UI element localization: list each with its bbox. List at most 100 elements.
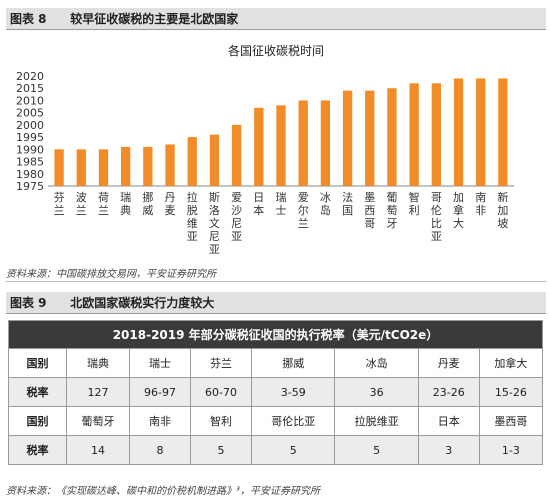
bar bbox=[409, 83, 419, 186]
figure-8-header: 图表 8 较早征收碳税的主要是北欧国家 bbox=[6, 8, 546, 30]
table-cell: 瑞典 bbox=[66, 348, 130, 378]
table-cell: 智利 bbox=[190, 406, 253, 436]
x-tick-label: 爱尔兰 bbox=[298, 191, 309, 230]
rate-label: 税率 bbox=[8, 435, 67, 465]
bar bbox=[276, 105, 286, 186]
table-cell: 23-26 bbox=[417, 377, 480, 407]
x-tick-label: 日本 bbox=[253, 191, 264, 217]
country-label: 国别 bbox=[8, 348, 67, 378]
figure-8-heading: 较早征收碳税的主要是北欧国家 bbox=[70, 12, 239, 26]
bar bbox=[98, 149, 109, 186]
chart-title: 各国征收碳税时间 bbox=[228, 43, 324, 58]
x-tick-label: 加拿大 bbox=[453, 191, 464, 230]
table-cell: 127 bbox=[66, 377, 130, 407]
y-tick-label: 2005 bbox=[16, 107, 44, 120]
x-tick-label: 波兰 bbox=[76, 191, 87, 217]
table-cell: 挪威 bbox=[251, 348, 336, 378]
table-cell: 哥伦比亚 bbox=[251, 406, 336, 436]
figure-9-number: 图表 9 bbox=[10, 296, 47, 310]
bar bbox=[453, 78, 464, 186]
table-cell: 3-59 bbox=[251, 377, 336, 407]
bar bbox=[365, 90, 375, 186]
x-tick-label: 荷兰 bbox=[98, 191, 109, 217]
x-tick-label: 挪威 bbox=[142, 190, 153, 217]
table-cell: 15-26 bbox=[478, 377, 544, 407]
x-tick-label: 南非 bbox=[475, 191, 486, 217]
bar bbox=[387, 88, 397, 186]
table-cell: 拉脱维亚 bbox=[334, 406, 419, 436]
y-tick-label: 2000 bbox=[16, 119, 44, 132]
bar bbox=[231, 124, 242, 186]
figure-9-header: 图表 9 北欧国家碳税实行力度较大 bbox=[6, 292, 546, 314]
y-tick-label: 2015 bbox=[16, 82, 44, 95]
table-cell: 5 bbox=[190, 435, 253, 465]
x-tick-label: 芬兰 bbox=[54, 191, 65, 217]
table-cell: 5 bbox=[334, 435, 419, 465]
x-tick-label: 瑞典 bbox=[120, 190, 131, 217]
table-title: 2018-2019 年部分碳税征收国的执行税率（美元/tCO2e） bbox=[8, 320, 543, 349]
bar bbox=[254, 107, 264, 186]
figure-8-source: 资料来源：中国碳排放交易网，平安证券研究所 bbox=[6, 269, 216, 280]
x-tick-label: 智利 bbox=[409, 190, 420, 217]
bar bbox=[143, 146, 153, 186]
y-tick-label: 2010 bbox=[16, 94, 44, 107]
table-cell: 14 bbox=[66, 435, 130, 465]
table-cell: 3 bbox=[417, 435, 480, 465]
table-row: 税率 14 8 5 5 5 3 1-3 bbox=[8, 435, 544, 465]
y-tick-label: 1985 bbox=[16, 156, 44, 169]
table-row: 国别 葡萄牙 南非 智利 哥伦比亚 拉脱维亚 日本 墨西哥 bbox=[8, 406, 544, 436]
table-cell: 8 bbox=[128, 435, 192, 465]
x-tick-label: 斯洛文尼亚 bbox=[209, 191, 220, 256]
bar bbox=[54, 149, 64, 186]
bar bbox=[476, 78, 486, 186]
carbon-tax-year-bar-chart: 各国征收碳税时间 1975198019851990199520002005201… bbox=[16, 43, 514, 256]
x-tick-label: 瑞士 bbox=[276, 190, 287, 217]
bar bbox=[498, 78, 508, 186]
bar bbox=[431, 83, 441, 186]
x-tick-label: 爱沙尼亚 bbox=[231, 191, 242, 243]
table-cell: 芬兰 bbox=[190, 348, 253, 378]
y-tick-label: 2020 bbox=[16, 70, 44, 83]
y-tick-label: 1980 bbox=[16, 168, 44, 181]
x-tick-label: 墨西哥 bbox=[364, 191, 375, 230]
bar bbox=[342, 90, 353, 186]
bar bbox=[76, 149, 86, 186]
x-tick-label: 法国 bbox=[342, 190, 353, 217]
table-cell: 冰岛 bbox=[334, 348, 419, 378]
bar bbox=[298, 100, 308, 186]
table-cell: 36 bbox=[334, 377, 419, 407]
x-tick-label: 丹麦 bbox=[165, 191, 176, 217]
y-tick-label: 1975 bbox=[16, 180, 44, 193]
bar bbox=[320, 100, 331, 186]
bar bbox=[209, 134, 220, 186]
table-cell: 南非 bbox=[128, 406, 192, 436]
y-tick-label: 1990 bbox=[16, 143, 44, 156]
table-cell: 96-97 bbox=[128, 377, 192, 407]
y-tick-label: 1995 bbox=[16, 131, 44, 144]
figure-9-source: 资料来源：《实现碳达峰、碳中和的价税机制进路》³，平安证券研究所 bbox=[6, 486, 321, 497]
table-cell: 葡萄牙 bbox=[66, 406, 130, 436]
x-tick-label: 葡萄牙 bbox=[386, 191, 397, 230]
country-label: 国别 bbox=[8, 406, 67, 436]
divider bbox=[6, 281, 546, 282]
x-tick-label: 拉脱维亚 bbox=[187, 190, 198, 243]
x-axis-labels: 芬兰波兰荷兰瑞典挪威丹麦拉脱维亚斯洛文尼亚爱沙尼亚日本瑞士爱尔兰冰岛法国墨西哥葡… bbox=[54, 190, 509, 256]
bar bbox=[187, 137, 197, 186]
bars bbox=[54, 78, 508, 186]
rate-label: 税率 bbox=[8, 377, 67, 407]
table-row: 国别 瑞典 瑞士 芬兰 挪威 冰岛 丹麦 加拿大 bbox=[8, 348, 544, 378]
x-tick-label: 哥伦比亚 bbox=[431, 191, 442, 243]
table-cell: 墨西哥 bbox=[478, 406, 544, 436]
x-tick-label: 冰岛 bbox=[320, 191, 331, 217]
bar bbox=[165, 144, 175, 186]
figure-8-number: 图表 8 bbox=[10, 12, 47, 26]
carbon-tax-rate-table: 2018-2019 年部分碳税征收国的执行税率（美元/tCO2e） 国别 瑞典 … bbox=[8, 320, 544, 465]
x-tick-label: 新加坡 bbox=[497, 190, 508, 230]
bar bbox=[121, 146, 131, 186]
table-cell: 丹麦 bbox=[417, 348, 480, 378]
table-cell: 1-3 bbox=[478, 435, 544, 465]
table-cell: 60-70 bbox=[190, 377, 253, 407]
figure-9-heading: 北欧国家碳税实行力度较大 bbox=[70, 296, 215, 310]
table-row: 税率 127 96-97 60-70 3-59 36 23-26 15-26 bbox=[8, 377, 544, 407]
table-cell: 5 bbox=[251, 435, 336, 465]
